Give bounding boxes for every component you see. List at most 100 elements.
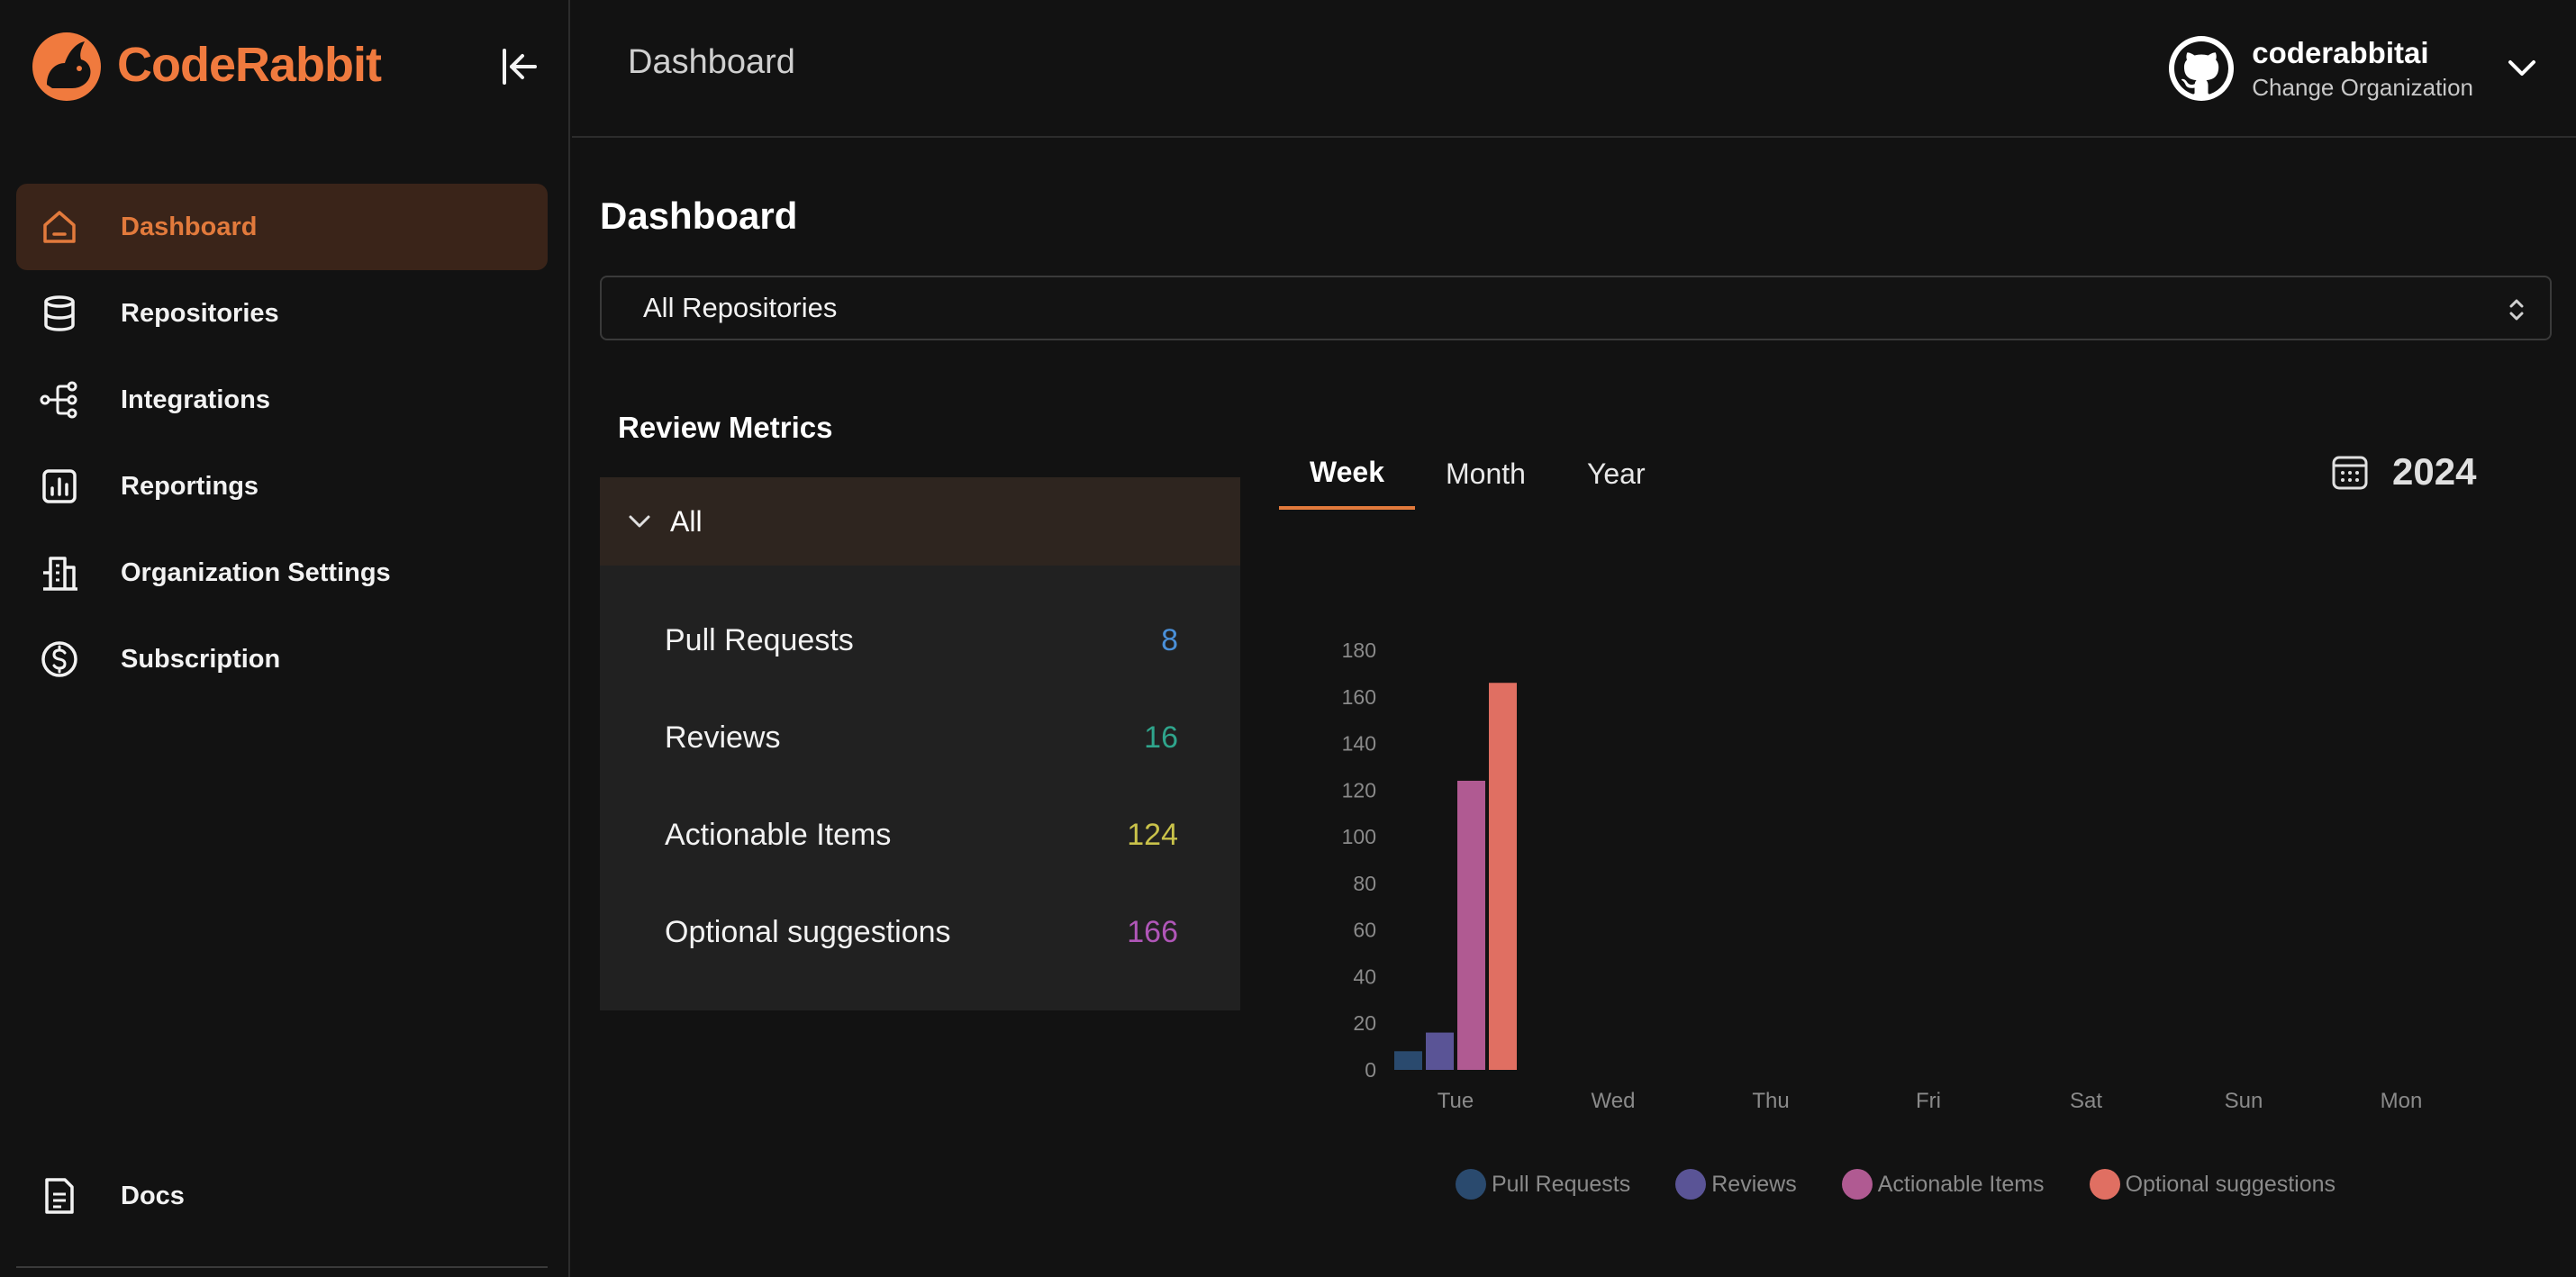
metric-row-pull-requests: Pull Requests 8 [665,623,1178,658]
sidebar-item-dashboard[interactable]: Dashboard [16,184,548,270]
sidebar: CodeRabbit Dashboard Repositories [0,0,570,1277]
x-tick-label: Sun [2225,1089,2263,1113]
metric-value: 124 [1127,818,1178,852]
sidebar-divider [16,1266,548,1268]
legend-item[interactable]: Optional suggestions [2089,1169,2336,1200]
y-tick-label: 60 [1353,919,1376,942]
database-icon [38,292,81,335]
bar-pull-requests-tue[interactable] [1394,1051,1422,1070]
header-title: Dashboard [628,43,795,81]
bar-optional-suggestions-tue[interactable] [1489,683,1517,1070]
sidebar-item-reportings[interactable]: Reportings [16,443,548,530]
legend-label: Pull Requests [1492,1171,1631,1197]
page-title: Dashboard [600,195,798,237]
calendar-icon [2332,456,2368,490]
x-tick-label: Sat [2070,1089,2102,1113]
metric-label: Reviews [665,720,781,755]
x-tick-label: Thu [1752,1089,1789,1113]
collapse-left-icon [503,49,537,85]
legend-item[interactable]: Reviews [1675,1169,1797,1200]
sidebar-item-repositories[interactable]: Repositories [16,270,548,357]
repository-select[interactable]: All Repositories [600,276,2552,340]
sidebar-item-integrations[interactable]: Integrations [16,357,548,443]
review-metrics-chart: 0 20 40 60 80 100 120 140 160 180 Tue Wed Thu Fri Sat S… [1279,621,2477,1207]
sidebar-item-label: Reportings [121,471,259,501]
org-name: coderabbitai [2252,35,2429,69]
metrics-group-label: All [670,504,703,538]
legend-label: Actionable Items [1877,1171,2045,1197]
tab-week[interactable]: Week [1279,438,1416,510]
document-icon [38,1174,81,1218]
tab-month[interactable]: Month [1446,457,1526,490]
organization-switcher[interactable]: coderabbitai Change Organization [2169,32,2540,104]
y-tick-label: 140 [1342,732,1376,756]
metric-value: 166 [1127,915,1178,949]
chart-svg: 0 20 40 60 80 100 120 140 160 180 Tue Wed Thu Fri Sat S… [1342,638,2423,1113]
metric-row-reviews: Reviews 16 [665,720,1178,756]
chevron-down-icon [629,515,650,528]
legend-swatch [1456,1169,1486,1200]
legend-item[interactable]: Pull Requests [1456,1169,1630,1200]
sidebar-nav: Dashboard Repositories Integrations Repo… [16,184,548,702]
report-chart-icon [38,465,81,508]
metric-value: 16 [1144,720,1178,755]
x-tick-label: Wed [1592,1089,1636,1113]
year-picker[interactable]: 2024 [2331,445,2476,499]
y-tick-label: 100 [1342,825,1376,848]
x-tick-label: Mon [2381,1089,2423,1113]
repository-select-value: All Repositories [643,292,838,323]
sidebar-item-subscription[interactable]: Subscription [16,616,548,702]
collapse-sidebar-button[interactable] [494,41,544,92]
metric-row-optional-suggestions: Optional suggestions 166 [665,915,1178,950]
sidebar-item-label: Subscription [121,644,281,674]
metric-label: Actionable Items [665,818,892,852]
home-icon [38,205,81,249]
legend-label: Reviews [1711,1171,1797,1197]
brand[interactable]: CodeRabbit [29,29,382,101]
y-tick-label: 80 [1353,872,1376,895]
x-tick-label: Tue [1438,1089,1474,1113]
sidebar-docs: Docs [16,1153,548,1239]
legend-swatch [1841,1169,1873,1200]
building-icon [38,551,81,594]
x-tick-label: Fri [1916,1089,1941,1113]
github-avatar-icon [2169,36,2235,101]
metric-label: Pull Requests [665,623,854,657]
review-metrics-panel: All Pull Requests 8 Reviews 16 Actionabl… [600,477,1240,1010]
coderabbit-logo-icon [32,32,101,101]
sidebar-item-label: Repositories [121,298,279,328]
bar-actionable-items-tue[interactable] [1457,780,1485,1070]
y-tick-label: 20 [1353,1011,1376,1035]
review-metrics-title: Review Metrics [618,411,833,444]
y-tick-label: 160 [1342,685,1376,709]
metric-row-actionable-items: Actionable Items 124 [665,818,1178,853]
sidebar-item-label: Docs [121,1181,185,1210]
metrics-group-toggle[interactable]: All [600,477,1240,566]
sidebar-item-organization-settings[interactable]: Organization Settings [16,530,548,616]
y-tick-label: 0 [1365,1058,1376,1082]
brand-name: CodeRabbit [117,38,382,92]
chevron-up-down-icon [2509,299,2524,321]
sidebar-item-label: Organization Settings [121,557,391,587]
legend-swatch [2089,1169,2120,1200]
tab-year[interactable]: Year [1586,457,1646,490]
y-tick-label: 120 [1342,778,1376,802]
legend-item[interactable]: Actionable Items [1841,1169,2045,1200]
change-organization-label: Change Organization [2252,73,2473,101]
sidebar-item-docs[interactable]: Docs [16,1153,548,1239]
metric-value: 8 [1161,623,1178,657]
sidebar-item-label: Integrations [121,385,270,414]
top-header: Dashboard coderabbitai Change Organizati… [572,0,2576,138]
chart-legend: Pull Requests Reviews Actionable Items Opti… [1456,1169,2381,1200]
year-value: 2024 [2392,450,2477,493]
legend-swatch [1675,1169,1707,1200]
metric-label: Optional suggestions [665,915,951,949]
integrations-icon [38,378,81,421]
y-tick-label: 40 [1353,965,1376,988]
chevron-down-icon[interactable] [2504,50,2540,86]
org-text: coderabbitai Change Organization [2252,36,2473,102]
bar-reviews-tue[interactable] [1426,1032,1454,1070]
legend-label: Optional suggestions [2125,1171,2336,1197]
period-tabs: Week Month Year [1279,438,1676,512]
